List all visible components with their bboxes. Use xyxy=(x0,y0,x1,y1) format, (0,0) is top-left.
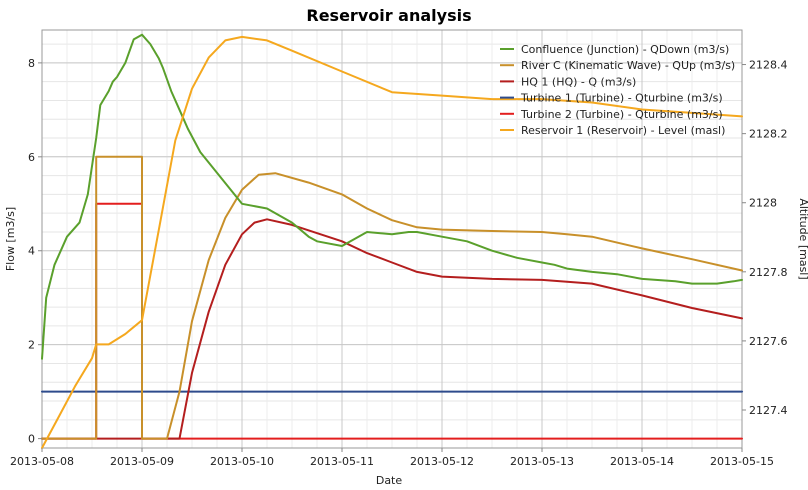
y-left-axis-title: Flow [m3/s] xyxy=(4,207,17,271)
x-tick-label: 2013-05-12 xyxy=(410,455,474,468)
series-line-1 xyxy=(41,155,743,440)
y-right-tick-label: 2127.4 xyxy=(749,404,788,417)
series-line-0 xyxy=(41,33,743,360)
legend-entry: Reservoir 1 (Reservoir) - Level (masl) xyxy=(521,124,725,137)
legend: Confluence (Junction) - QDown (m3/s) Rive… xyxy=(500,43,735,137)
x-tick-label: 2013-05-11 xyxy=(310,455,374,468)
series-layer xyxy=(41,33,743,449)
legend-entry: Confluence (Junction) - QDown (m3/s) xyxy=(521,43,729,56)
y-left-tick-label: 2 xyxy=(28,339,35,352)
y-right-tick-label: 2128.2 xyxy=(749,128,788,141)
chart-title: Reservoir analysis xyxy=(306,6,471,25)
y-left-axis-ticks: 0 2 4 6 8 xyxy=(28,57,42,446)
y-right-axis-title: Altitude [masl] xyxy=(797,198,808,279)
x-axis-ticks: 2013-05-08 2013-05-09 2013-05-10 2013-05-11… xyxy=(10,448,774,468)
x-axis-title: Date xyxy=(376,474,403,487)
x-tick-label: 2013-05-10 xyxy=(210,455,274,468)
x-tick-label: 2013-05-15 xyxy=(710,455,774,468)
legend-entry: Turbine 2 (Turbine) - Qturbine (m3/s) xyxy=(520,108,723,121)
series-line-5 xyxy=(41,35,743,449)
y-left-tick-label: 4 xyxy=(28,245,35,258)
x-tick-label: 2013-05-08 xyxy=(10,455,74,468)
y-right-axis-ticks: 2127.4 2127.6 2127.8 2128 2128.2 2128.4 xyxy=(742,59,788,417)
legend-entry: River C (Kinematic Wave) - QUp (m3/s) xyxy=(521,59,735,72)
legend-entry: HQ 1 (HQ) - Q (m3/s) xyxy=(521,75,636,88)
plot-area-frame xyxy=(41,29,743,449)
x-tick-label: 2013-05-09 xyxy=(110,455,174,468)
y-right-tick-label: 2128.4 xyxy=(749,59,788,72)
y-left-tick-label: 6 xyxy=(28,151,35,164)
y-right-tick-label: 2127.6 xyxy=(749,335,788,348)
x-tick-label: 2013-05-14 xyxy=(610,455,674,468)
x-tick-label: 2013-05-13 xyxy=(510,455,574,468)
y-left-tick-label: 8 xyxy=(28,57,35,70)
y-right-tick-label: 2127.8 xyxy=(749,266,788,279)
legend-entry: Turbine 1 (Turbine) - Qturbine (m3/s) xyxy=(520,92,723,105)
series-line-2 xyxy=(41,218,743,440)
y-left-tick-label: 0 xyxy=(28,433,35,446)
y-right-tick-label: 2128 xyxy=(749,197,777,210)
